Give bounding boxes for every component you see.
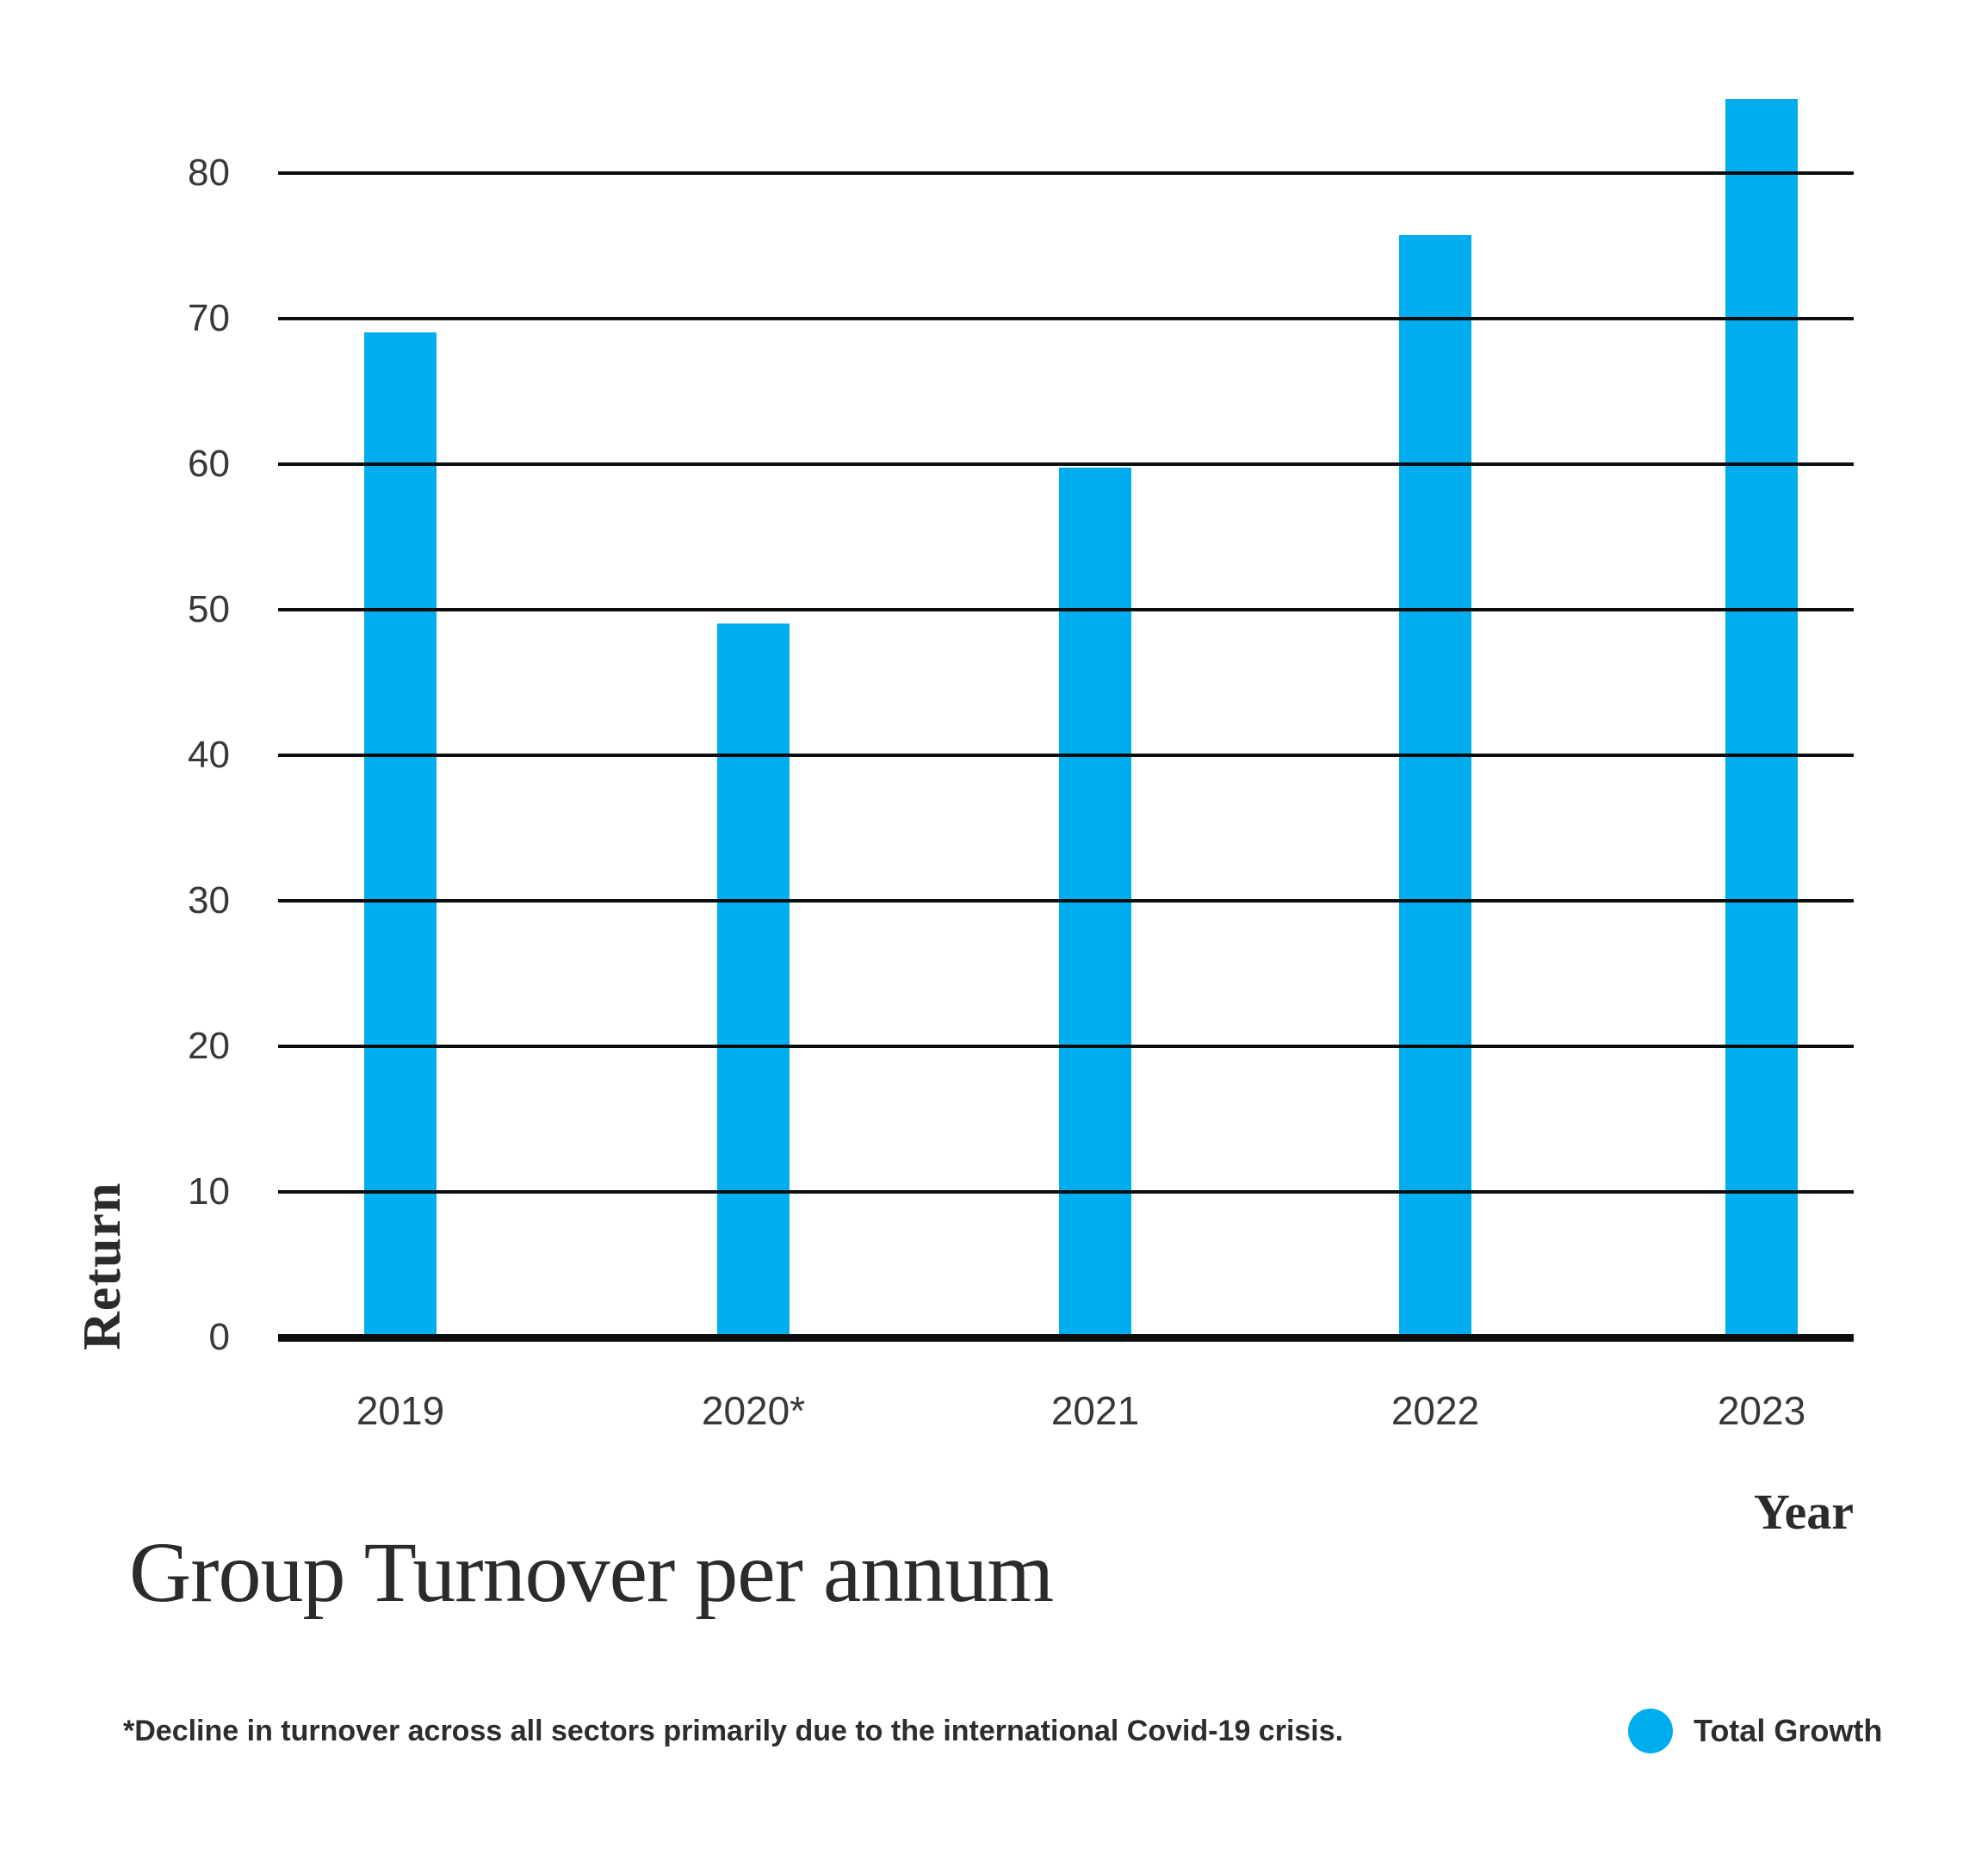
gridline-80 (278, 171, 1854, 175)
x-axis-label: Year (1754, 1484, 1854, 1540)
gridline-50 (278, 608, 1854, 611)
chart-title: Group Turnover per annum (129, 1524, 1054, 1620)
y-tick-10: 10 (188, 1170, 230, 1213)
bar-2021 (1059, 468, 1131, 1341)
x-tick-2019: 2019 (356, 1388, 445, 1433)
y-tick-30: 30 (188, 879, 230, 921)
gridline-20 (278, 1045, 1854, 1048)
y-tick-50: 50 (188, 588, 230, 630)
y-tick-20: 20 (188, 1025, 230, 1067)
x-axis-line (278, 1334, 1854, 1342)
y-tick-0: 0 (208, 1316, 230, 1358)
bar-2019 (364, 332, 437, 1341)
x-tick-2023: 2023 (1717, 1388, 1806, 1433)
bar-2023 (1725, 99, 1798, 1341)
gridline-10 (278, 1190, 1854, 1194)
x-tick-2022: 2022 (1390, 1388, 1480, 1433)
bar-2022 (1399, 235, 1471, 1341)
x-tick-2020*: 2020* (701, 1388, 806, 1433)
legend-label: Total Growth (1694, 1713, 1883, 1748)
y-tick-60: 60 (188, 443, 230, 485)
gridline-60 (278, 462, 1854, 466)
gridline-70 (278, 317, 1854, 320)
legend: Total Growth (1628, 1709, 1882, 1753)
x-tick-2021: 2021 (1050, 1388, 1140, 1433)
bar-2020* (717, 624, 790, 1341)
footnote: *Decline in turnover across all sectors … (123, 1715, 1344, 1747)
y-tick-40: 40 (188, 734, 230, 776)
legend-dot (1628, 1709, 1673, 1753)
y-tick-80: 80 (188, 152, 230, 194)
gridline-30 (278, 899, 1854, 903)
y-tick-70: 70 (188, 297, 230, 339)
gridline-40 (278, 754, 1854, 757)
